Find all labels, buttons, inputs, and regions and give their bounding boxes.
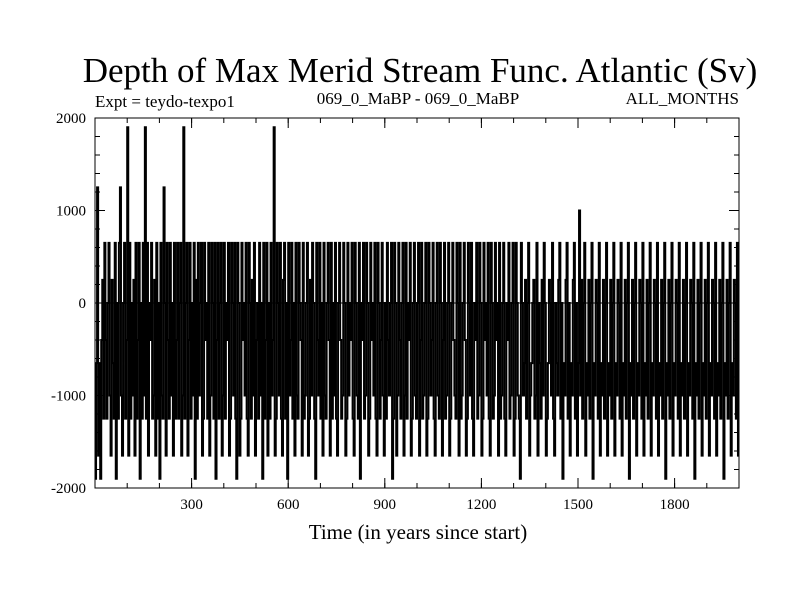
x-tick-label: 600 (277, 497, 300, 513)
x-tick-label: 1800 (660, 497, 690, 513)
series-line-0 (95, 126, 739, 480)
experiment-label: Expt = teydo-texpo1 (95, 92, 235, 111)
x-tick-label: 1200 (466, 497, 496, 513)
x-axis-label: Time (in years since start) (309, 520, 528, 544)
period-label: 069_0_MaBP - 069_0_MaBP (317, 89, 519, 108)
chart-title: Depth of Max Merid Stream Func. Atlantic… (83, 51, 758, 90)
y-tick-label: 2000 (56, 111, 86, 127)
x-tick-label: 900 (374, 497, 397, 513)
y-tick-label: 1000 (56, 204, 86, 220)
x-tick-label: 300 (180, 497, 203, 513)
months-label: ALL_MONTHS (626, 89, 739, 108)
y-tick-label: -1000 (51, 389, 86, 405)
y-tick-label: -2000 (51, 481, 86, 497)
y-tick-label: 0 (79, 296, 87, 312)
axes: 300 600 900 1200 1500 1800 -2000 -1000 0 1000 2000 (51, 111, 740, 513)
x-tick-label: 1500 (563, 497, 593, 513)
plot-area (95, 126, 739, 480)
